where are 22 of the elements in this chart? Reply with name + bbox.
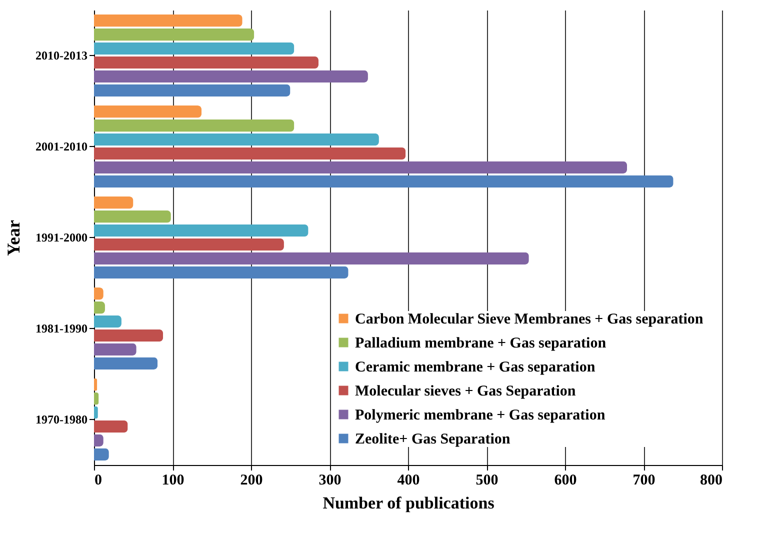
y-tick-label: 1991-2000 — [36, 230, 88, 244]
legend-label: Ceramic membrane + Gas separation — [355, 360, 596, 376]
x-tick-label: 0 — [94, 472, 102, 488]
x-tick-label: 800 — [700, 472, 722, 488]
y-tick-label: 2001-2010 — [36, 140, 88, 154]
legend-label: Zeolite+ Gas Separation — [355, 432, 511, 448]
legend-label: Carbon Molecular Sieve Membranes + Gas separation — [355, 312, 704, 328]
x-axis-title: Number of publications — [322, 494, 495, 512]
y-tick-label: 2010-2013 — [36, 48, 88, 62]
x-tick-label: 400 — [397, 472, 420, 488]
x-tick-label: 100 — [162, 472, 184, 488]
y-tick-label: 1970-1980 — [36, 412, 88, 426]
x-tick-label: 600 — [554, 472, 577, 488]
x-tick-label: 300 — [318, 472, 342, 488]
x-tick-label: 200 — [240, 472, 263, 488]
legend-label: Polymeric membrane + Gas separation — [355, 408, 606, 424]
x-tick-label: 500 — [476, 472, 498, 488]
y-tick-label: 1981-1990 — [36, 322, 88, 336]
legend-label: Palladium membrane + Gas separation — [355, 336, 607, 352]
x-tick-label: 700 — [632, 472, 656, 488]
y-axis-title: Year — [4, 220, 24, 256]
legend-label: Molecular sieves + Gas Separation — [355, 384, 576, 400]
